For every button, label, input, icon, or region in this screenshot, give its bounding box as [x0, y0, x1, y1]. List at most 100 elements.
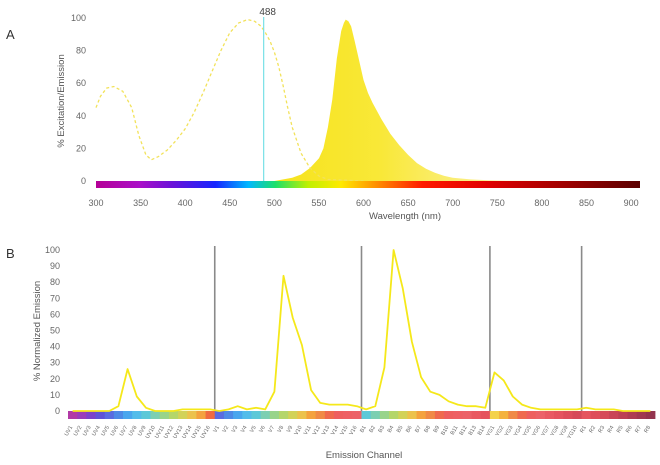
b-x-tick-label: B11 — [450, 425, 460, 436]
channel-color-cell — [444, 411, 454, 419]
b-y-tick-label: 20 — [50, 374, 60, 384]
channel-color-cell — [627, 411, 638, 419]
b-x-tick-label: V2 — [222, 425, 231, 434]
channel-color-cell — [581, 411, 592, 419]
b-x-tick-label: V12 — [312, 425, 322, 436]
channel-color-cell — [453, 411, 463, 419]
channel-color-cell — [544, 411, 555, 419]
b-x-tick-label: UV8 — [128, 425, 139, 437]
a-y-axis-label: % Excitation/Emission — [56, 54, 67, 147]
channel-color-cell — [132, 411, 142, 419]
b-x-tick-label: R3 — [598, 425, 607, 434]
b-y-tick-label: 10 — [50, 390, 60, 400]
normalized-emission-line — [72, 249, 651, 412]
b-group-separators — [213, 246, 583, 411]
channel-color-cell — [141, 411, 151, 419]
channel-color-cell — [462, 411, 472, 419]
channel-color-cell — [68, 411, 78, 419]
b-y-tick-label: 0 — [55, 406, 60, 416]
a-y-tick-label: 100 — [71, 13, 86, 23]
b-x-tick-label: V6 — [258, 425, 267, 434]
channel-color-cell — [361, 411, 372, 419]
a-y-tick-label: 20 — [76, 143, 86, 153]
a-x-tick-label: 400 — [178, 198, 193, 208]
a-x-tick-label: 650 — [401, 198, 416, 208]
channel-color-cell — [178, 411, 188, 419]
b-x-tick-label: UV2 — [73, 425, 84, 437]
b-x-tick-label: B12 — [459, 425, 469, 436]
a-x-ticks: 300 350 400 450 500 550 600 650 700 750 800 850 900 — [88, 198, 638, 208]
b-x-tick-label: B9 — [433, 425, 442, 434]
b-x-tick-label: V4 — [240, 425, 249, 434]
channel-color-cell — [223, 411, 234, 419]
channel-color-cell — [242, 411, 252, 419]
b-y-tick-label: 90 — [50, 261, 60, 271]
a-y-tick-label: 0 — [81, 176, 86, 186]
b-x-tick-label: UV11 — [154, 425, 166, 440]
a-series — [95, 18, 542, 182]
channel-color-cell — [489, 411, 500, 419]
channel-color-cell — [214, 411, 225, 419]
channel-color-cell — [288, 411, 298, 419]
b-y-tick-label: 30 — [50, 358, 60, 368]
b-x-tick-label: UV16 — [200, 425, 212, 440]
a-y-tick-label: 40 — [76, 111, 86, 121]
b-x-tick-label: V16 — [349, 425, 359, 436]
b-y-tick-label: 60 — [50, 309, 60, 319]
channel-color-cell — [269, 411, 280, 419]
a-x-tick-label: 450 — [222, 198, 237, 208]
channel-color-cell — [609, 411, 619, 419]
b-x-tick-label: B10 — [440, 425, 450, 436]
b-x-tick-label: V14 — [330, 425, 340, 436]
b-x-tick-label: B4 — [387, 425, 396, 434]
b-x-tick-label: R2 — [588, 425, 597, 434]
b-x-tick-label: YG5 — [522, 425, 533, 438]
b-x-tick-label: R6 — [625, 425, 634, 434]
channel-color-cell — [278, 411, 289, 419]
channel-color-cell — [306, 411, 317, 419]
channel-color-cell — [535, 411, 546, 419]
b-x-tick-label: YG4 — [513, 425, 524, 438]
b-x-tick-label: YG9 — [559, 425, 570, 438]
b-x-tick-label: V10 — [294, 425, 304, 436]
channel-color-cell — [324, 411, 335, 419]
channel-color-cell — [150, 411, 161, 419]
b-x-tick-label: YG1 — [486, 425, 497, 438]
channel-color-cell — [168, 411, 179, 419]
b-x-tick-label: V15 — [339, 425, 349, 436]
a-y-tick-label: 60 — [76, 78, 86, 88]
b-x-tick-label: R7 — [634, 425, 643, 434]
b-x-tick-label: YG8 — [550, 425, 561, 438]
b-x-tick-label: B13 — [468, 425, 478, 436]
a-x-tick-label: 850 — [579, 198, 594, 208]
channel-color-cell — [618, 411, 628, 419]
b-x-tick-label: V8 — [277, 425, 286, 434]
b-x-tick-label: UV1 — [64, 425, 75, 437]
a-y-ticks: 0 20 40 60 80 100 — [71, 13, 86, 186]
b-x-tick-label: YG6 — [531, 425, 542, 438]
channel-color-cell — [233, 411, 243, 419]
channel-color-cell — [370, 411, 381, 419]
b-x-tick-label: YG3 — [504, 425, 515, 438]
channel-color-cell — [187, 411, 197, 419]
channel-color-cell — [77, 411, 87, 419]
b-x-tick-label: V13 — [321, 425, 331, 436]
b-x-tick-label: R5 — [616, 425, 625, 434]
channel-color-cell — [554, 411, 564, 419]
b-x-tick-label: UV9 — [137, 425, 148, 437]
channel-color-cell — [343, 411, 353, 419]
a-x-tick-label: 600 — [356, 198, 371, 208]
channel-color-cell — [251, 411, 262, 419]
excitation-curve — [95, 18, 364, 182]
a-x-tick-label: 750 — [490, 198, 505, 208]
channel-color-cell — [425, 411, 436, 419]
a-x-tick-label: 550 — [311, 198, 326, 208]
b-x-tick-label: B8 — [423, 425, 432, 434]
channel-color-cell — [95, 411, 106, 419]
panel-a-label: A — [6, 27, 15, 42]
b-x-tick-label: R8 — [643, 425, 652, 434]
b-y-tick-label: 80 — [50, 277, 60, 287]
b-x-tick-label: YG2 — [495, 425, 506, 438]
